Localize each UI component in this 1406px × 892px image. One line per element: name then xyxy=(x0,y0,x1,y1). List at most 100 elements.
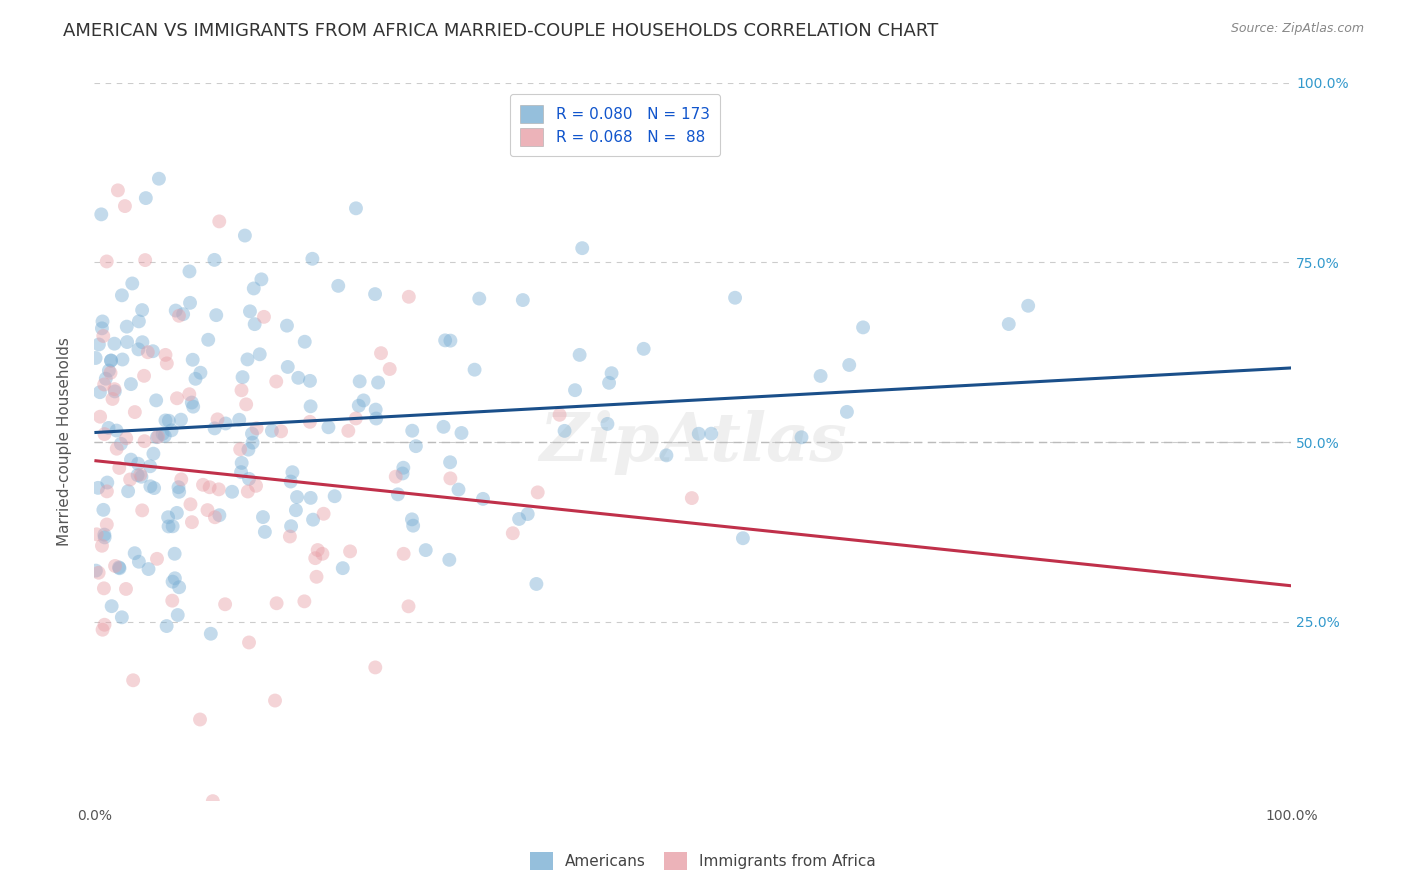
Point xyxy=(318,420,340,434)
Point xyxy=(633,342,655,356)
Point xyxy=(127,457,149,471)
Point xyxy=(157,510,180,524)
Point xyxy=(115,431,138,445)
Point xyxy=(84,564,107,578)
Point xyxy=(129,467,152,482)
Point xyxy=(250,272,273,286)
Point xyxy=(121,277,143,291)
Point xyxy=(231,384,253,398)
Point xyxy=(160,423,183,437)
Point xyxy=(292,594,315,608)
Point xyxy=(135,191,157,205)
Point xyxy=(166,607,188,622)
Point xyxy=(91,321,114,335)
Point xyxy=(468,292,491,306)
Point xyxy=(270,425,292,439)
Point xyxy=(162,593,184,607)
Point xyxy=(155,348,177,362)
Point xyxy=(214,417,236,431)
Point xyxy=(96,517,118,532)
Point xyxy=(232,370,254,384)
Point xyxy=(170,472,193,486)
Point xyxy=(108,561,131,575)
Point xyxy=(391,467,413,481)
Point xyxy=(156,619,179,633)
Point xyxy=(97,363,120,377)
Point xyxy=(157,519,180,533)
Point xyxy=(90,207,112,221)
Point xyxy=(156,356,179,370)
Point xyxy=(655,448,678,462)
Point xyxy=(238,442,260,457)
Point xyxy=(114,199,136,213)
Point xyxy=(91,314,114,328)
Point xyxy=(700,426,723,441)
Point xyxy=(93,530,115,544)
Point xyxy=(229,442,252,457)
Point xyxy=(253,310,276,324)
Y-axis label: Married-couple Households: Married-couple Households xyxy=(58,337,72,547)
Point xyxy=(472,491,495,506)
Point xyxy=(439,334,461,348)
Point xyxy=(204,252,226,267)
Point xyxy=(353,393,375,408)
Point xyxy=(163,547,186,561)
Point xyxy=(364,660,387,674)
Point xyxy=(165,303,187,318)
Legend: R = 0.080   N = 173, R = 0.068   N =  88: R = 0.080 N = 173, R = 0.068 N = 88 xyxy=(510,95,720,156)
Point xyxy=(1017,299,1039,313)
Point xyxy=(294,334,316,349)
Point xyxy=(170,412,193,426)
Point xyxy=(134,434,156,449)
Point xyxy=(344,411,367,425)
Point xyxy=(405,439,427,453)
Point xyxy=(392,460,415,475)
Point xyxy=(312,507,335,521)
Point xyxy=(208,508,231,523)
Point xyxy=(197,503,219,517)
Point xyxy=(434,334,457,348)
Point xyxy=(152,426,174,441)
Point xyxy=(101,392,124,406)
Point xyxy=(240,426,263,441)
Point xyxy=(163,571,186,585)
Point xyxy=(127,343,149,357)
Point xyxy=(167,480,190,494)
Point xyxy=(136,345,159,359)
Point xyxy=(96,254,118,268)
Point xyxy=(392,547,415,561)
Point xyxy=(184,372,207,386)
Point xyxy=(104,384,127,399)
Point xyxy=(100,353,122,368)
Point xyxy=(287,371,309,385)
Point xyxy=(111,288,134,302)
Point xyxy=(197,333,219,347)
Point xyxy=(790,430,813,444)
Point xyxy=(162,519,184,533)
Point xyxy=(238,472,260,486)
Point xyxy=(120,452,142,467)
Point xyxy=(205,308,228,322)
Point xyxy=(299,491,322,505)
Point xyxy=(93,503,115,517)
Point xyxy=(179,296,201,310)
Point xyxy=(167,484,190,499)
Point xyxy=(142,344,165,359)
Point xyxy=(191,478,214,492)
Point xyxy=(323,489,346,503)
Point xyxy=(249,347,271,361)
Point xyxy=(526,577,548,591)
Point xyxy=(155,413,177,427)
Point xyxy=(188,713,211,727)
Point xyxy=(146,430,169,444)
Point xyxy=(110,437,132,451)
Point xyxy=(398,599,420,614)
Point xyxy=(179,387,201,401)
Point xyxy=(464,362,486,376)
Point xyxy=(596,417,619,431)
Point xyxy=(571,241,593,255)
Point xyxy=(201,794,224,808)
Point xyxy=(167,580,190,594)
Point xyxy=(598,376,620,390)
Point xyxy=(115,582,138,596)
